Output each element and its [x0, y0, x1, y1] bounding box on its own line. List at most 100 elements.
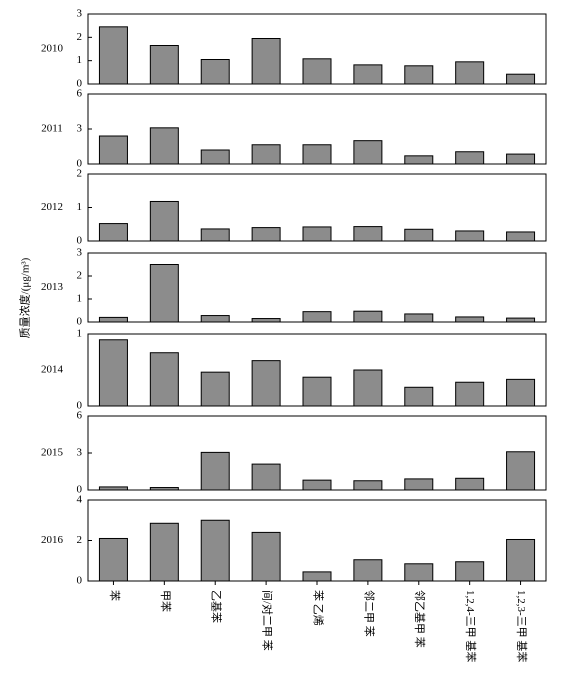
bar: [506, 538, 536, 582]
bar: [98, 26, 128, 85]
bar: [98, 223, 128, 242]
bar: [353, 310, 383, 323]
bar: [455, 477, 485, 491]
bar: [200, 315, 230, 323]
bar: [98, 486, 128, 491]
y-tick-label: 3: [77, 247, 83, 259]
bar: [455, 230, 485, 242]
bar: [149, 127, 179, 165]
y-tick-label: 6: [77, 88, 83, 100]
bar: [455, 561, 485, 582]
x-tick-label: 1,2,3-三甲 基苯: [515, 590, 529, 662]
y-tick-label: 3: [77, 447, 83, 459]
bar: [200, 59, 230, 85]
bar: [353, 480, 383, 491]
bar: [98, 537, 128, 582]
x-tick-label: 间/对二甲 苯: [261, 590, 275, 651]
bar: [404, 478, 434, 491]
y-tick-label: 0: [77, 235, 83, 247]
y-tick-label: 2: [77, 534, 83, 546]
bar: [251, 463, 281, 491]
bar: [455, 316, 485, 323]
bar: [506, 153, 536, 165]
bar: [404, 563, 434, 582]
bar: [353, 140, 383, 165]
bar: [404, 65, 434, 85]
bar: [302, 58, 332, 85]
bar: [251, 360, 281, 407]
y-tick-label: 0: [77, 78, 83, 90]
bar: [302, 479, 332, 491]
y-axis-label: 质量浓度/(μg/m³): [18, 257, 32, 338]
bar: [302, 571, 332, 582]
x-tick-label: 苯: [108, 590, 122, 601]
bar: [98, 339, 128, 407]
bar: [455, 61, 485, 85]
bar: [149, 200, 179, 242]
bar: [200, 519, 230, 582]
panel-label: 2012: [41, 201, 63, 213]
bar: [200, 228, 230, 242]
bar: [200, 451, 230, 491]
bar: [251, 318, 281, 323]
panel-label: 2015: [41, 447, 64, 459]
bar: [353, 559, 383, 582]
y-tick-label: 3: [77, 123, 83, 135]
bar: [149, 352, 179, 407]
bar: [353, 64, 383, 85]
bar: [506, 378, 536, 407]
panel-label: 2016: [41, 534, 64, 546]
bar: [98, 316, 128, 323]
x-tick-label: 苯 乙烯: [311, 590, 325, 626]
y-tick-label: 4: [77, 494, 83, 506]
bar: [506, 73, 536, 85]
bar: [251, 227, 281, 242]
panel-label: 2010: [41, 43, 64, 55]
bar: [404, 228, 434, 242]
bar: [149, 522, 179, 582]
bar: [200, 371, 230, 407]
y-tick-label: 0: [77, 400, 83, 412]
y-tick-label: 1: [77, 328, 83, 340]
y-tick-label: 6: [77, 410, 83, 422]
x-tick-label: 1,2,4-三甲 基苯: [464, 590, 478, 662]
bar: [404, 386, 434, 407]
bar: [251, 144, 281, 165]
bar: [149, 264, 179, 323]
bar: [506, 451, 536, 491]
y-tick-label: 0: [77, 316, 83, 328]
y-tick-label: 2: [77, 31, 83, 43]
bar: [149, 487, 179, 491]
y-tick-label: 3: [77, 8, 83, 20]
panel-label: 2011: [41, 123, 63, 135]
y-tick-label: 2: [77, 270, 83, 282]
bar: [302, 376, 332, 407]
y-tick-label: 1: [77, 201, 83, 213]
bar: [506, 231, 536, 242]
x-tick-label: 乙基苯: [210, 590, 224, 623]
bar: [455, 151, 485, 165]
x-tick-label: 邻乙基甲 苯: [413, 590, 427, 648]
y-tick-label: 0: [77, 158, 83, 170]
panel-label: 2014: [41, 364, 64, 376]
bar: [149, 45, 179, 85]
bar: [455, 381, 485, 407]
bar: [200, 149, 230, 165]
bar: [251, 38, 281, 85]
bar: [404, 313, 434, 323]
y-tick-label: 2: [77, 168, 83, 180]
bar: [302, 311, 332, 323]
bar: [302, 144, 332, 165]
bar: [404, 155, 434, 165]
y-tick-label: 1: [77, 54, 83, 66]
y-tick-label: 1: [77, 293, 83, 305]
bar: [302, 226, 332, 242]
x-tick-label: 甲苯: [159, 590, 173, 612]
bar: [98, 135, 128, 165]
bar: [251, 531, 281, 582]
x-tick-label: 邻二甲 苯: [362, 590, 376, 637]
bar: [353, 369, 383, 407]
y-tick-label: 0: [77, 575, 83, 587]
bar: [506, 317, 536, 323]
